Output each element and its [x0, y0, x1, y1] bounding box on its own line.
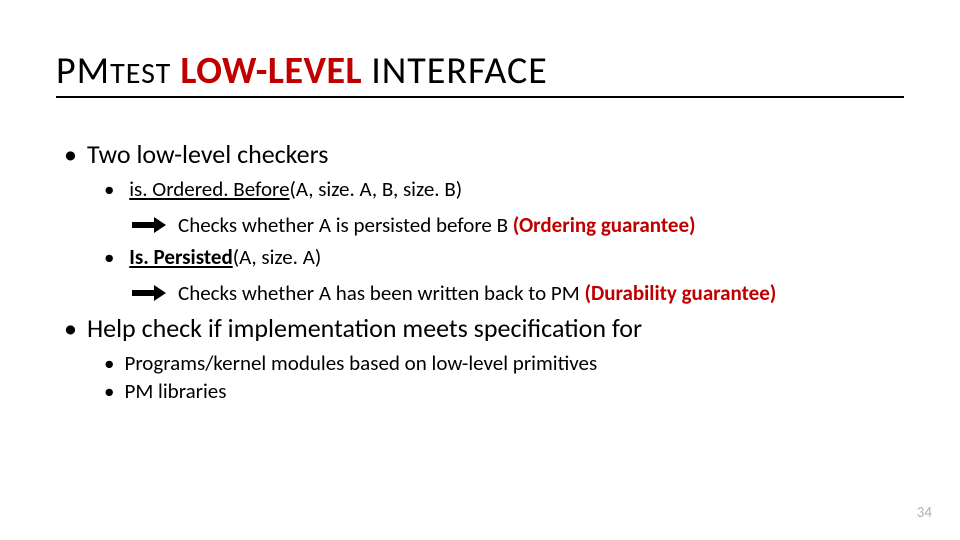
- bullet-checkers-text: Two low-level checkers: [87, 138, 328, 170]
- result-ordering-prefix: Checks whether A is persisted before B: [178, 212, 513, 238]
- title-interface: INTERFACE: [371, 48, 548, 94]
- page-number: 34: [917, 504, 932, 522]
- bullet-ispersisted: Is. Persisted(A, size. A): [104, 244, 904, 270]
- bullet-list-level1: Two low-level checkers is. Ordered. Befo…: [64, 138, 904, 404]
- bullet-list-level2-a: is. Ordered. Before(A, size. A, B, size.…: [104, 176, 904, 202]
- bullet-isorderedbefore: is. Ordered. Before(A, size. A, B, size.…: [104, 176, 904, 202]
- bullet-pm-libraries: PM libraries: [104, 378, 904, 404]
- title-underline: [56, 96, 904, 98]
- func-isorderedbefore-args: (A, size. A, B, size. B): [290, 176, 463, 202]
- result-durability-text: Checks whether A has been written back t…: [178, 280, 776, 306]
- arrow-icon: [132, 217, 166, 233]
- func-ispersisted: Is. Persisted: [129, 244, 233, 270]
- bullet-list-level2-c: Programs/kernel modules based on low-lev…: [104, 350, 904, 404]
- bullet-list-level2-b: Is. Persisted(A, size. A): [104, 244, 904, 270]
- bullet-checkers: Two low-level checkers is. Ordered. Befo…: [64, 138, 904, 306]
- func-isorderedbefore: is. Ordered. Before: [129, 176, 289, 202]
- durability-guarantee: (Durability guarantee): [584, 280, 776, 306]
- func-ispersisted-args: (A, size. A): [233, 244, 322, 270]
- bullet-programs-kernel-text: Programs/kernel modules based on low-lev…: [124, 350, 597, 376]
- result-durability-prefix: Checks whether A has been written back t…: [178, 280, 584, 306]
- slide-title: PMTEST LOW-LEVEL INTERFACE: [56, 48, 904, 98]
- slide: PMTEST LOW-LEVEL INTERFACE Two low-level…: [0, 0, 960, 540]
- arrow-icon: [132, 285, 166, 301]
- bullet-help-check: Help check if implementation meets speci…: [64, 312, 904, 404]
- bullet-programs-kernel: Programs/kernel modules based on low-lev…: [104, 350, 904, 376]
- ordering-guarantee: (Ordering guarantee): [513, 212, 696, 238]
- result-ordering-text: Checks whether A is persisted before B (…: [178, 212, 696, 238]
- title-pm: PM: [56, 48, 110, 94]
- bullet-help-check-text: Help check if implementation meets speci…: [87, 312, 642, 344]
- title-lowlevel: LOW-LEVEL: [180, 48, 362, 94]
- bullet-pm-libraries-text: PM libraries: [124, 378, 226, 404]
- result-durability: Checks whether A has been written back t…: [132, 280, 904, 306]
- title-test: TEST: [110, 55, 171, 92]
- result-ordering: Checks whether A is persisted before B (…: [132, 212, 904, 238]
